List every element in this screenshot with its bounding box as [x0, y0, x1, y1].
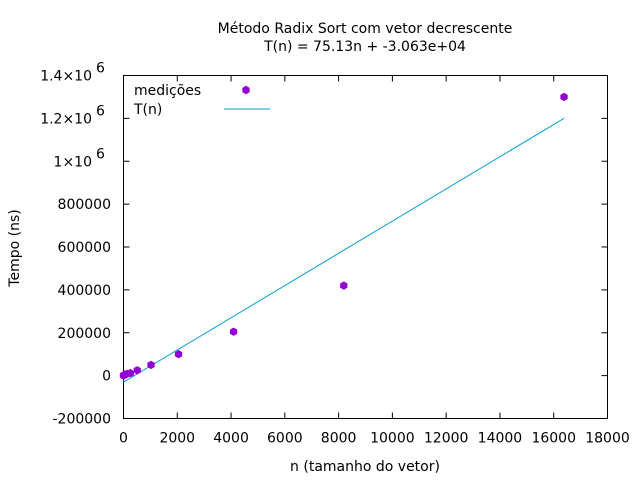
- fit-line: [123, 117, 565, 383]
- data-point: [126, 368, 135, 378]
- legend-label-fit: T(n): [133, 102, 162, 118]
- data-point: [340, 281, 348, 290]
- x-tick-label: 12000: [424, 431, 469, 447]
- x-tick-label: 2000: [159, 431, 195, 447]
- legend-label-medicoes: medições: [134, 83, 201, 99]
- chart-title: Método Radix Sort com vetor decrescente: [218, 21, 513, 37]
- x-axis-ticks: 0 2000 4000 6000 8000 10000 12000 14000 16000 180…: [119, 75, 630, 447]
- y-tick-label: 600000: [58, 240, 111, 256]
- y-tick-label: 200000: [58, 326, 111, 342]
- legend: medições T(n): [133, 83, 270, 118]
- y-tick-exponent: 6: [96, 103, 105, 119]
- legend-marker-medicoes: [242, 85, 250, 95]
- y-tick-label: 1.4×10: [40, 69, 92, 85]
- x-axis-label: n (tamanho do vetor): [290, 459, 440, 475]
- data-point: [230, 327, 238, 336]
- x-tick-label: 4000: [213, 431, 249, 447]
- x-tick-label: 18000: [585, 431, 630, 447]
- data-point: [560, 92, 568, 102]
- fit-line-layer: [123, 117, 565, 383]
- y-tick-label: -200000: [53, 412, 112, 428]
- y-tick-exponent: 6: [96, 61, 105, 77]
- x-tick-label: 14000: [478, 431, 523, 447]
- data-point: [133, 366, 141, 375]
- x-tick-label: 16000: [531, 431, 576, 447]
- x-tick-label: 0: [119, 431, 128, 447]
- data-point: [147, 360, 155, 370]
- y-tick-label: 0: [102, 369, 111, 385]
- y-tick-exponent: 6: [96, 146, 105, 162]
- x-tick-label: 8000: [321, 431, 357, 447]
- y-axis-label: Tempo (ns): [7, 209, 23, 287]
- y-tick-label: 400000: [58, 283, 111, 299]
- y-tick-label: 1×10: [54, 154, 92, 170]
- x-tick-label: 6000: [267, 431, 303, 447]
- y-tick-label: 1.2×10: [40, 111, 92, 127]
- x-tick-label: 10000: [370, 431, 415, 447]
- data-point-layer: [119, 92, 568, 380]
- y-tick-label: 800000: [58, 197, 111, 213]
- chart-subtitle: T(n) = 75.13n + -3.063e+04: [263, 39, 466, 55]
- plot-frame: [123, 75, 608, 419]
- data-point: [174, 349, 183, 359]
